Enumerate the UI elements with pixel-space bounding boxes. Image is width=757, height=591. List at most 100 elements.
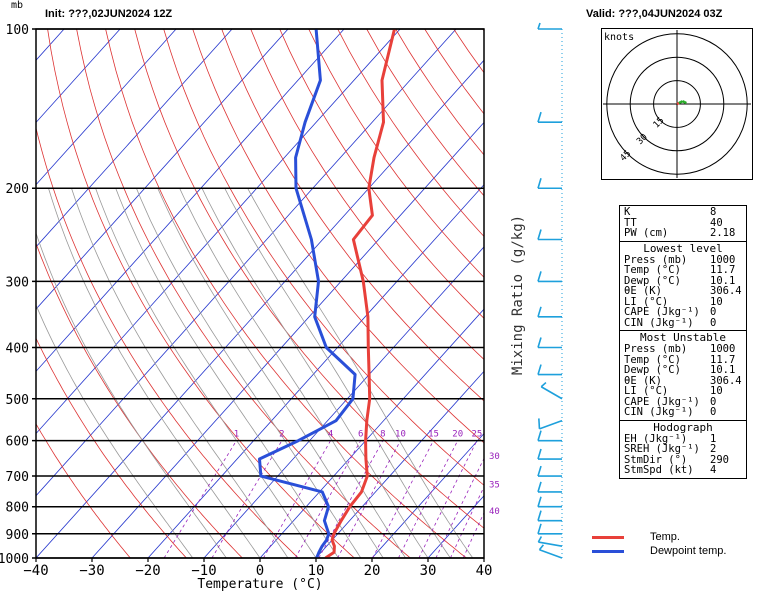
stat-key: LI (°C) <box>624 385 669 397</box>
stat-row: StmSpd (kt) 4 <box>620 465 746 476</box>
moist-adiabat-line <box>179 188 406 558</box>
y-tick-label: 1000 <box>0 552 29 567</box>
stat-key: SREH (Jkg⁻¹) <box>624 443 700 455</box>
stat-key: CIN (Jkg⁻¹) <box>624 316 694 329</box>
mixing-ratio-label: 6 <box>358 430 363 440</box>
dry-adiabat-line <box>134 29 484 529</box>
mixing-ratio-label: 15 <box>428 430 439 440</box>
hodograph-ring <box>606 33 748 175</box>
moist-adiabat-line <box>48 188 261 558</box>
x-tick-label: −20 <box>135 563 160 579</box>
stat-row: Dewp (°C) 10.1 <box>620 274 746 287</box>
moist-adiabat-line <box>36 232 227 558</box>
isotherm-line <box>371 432 484 558</box>
hodograph-segment <box>682 100 686 104</box>
stat-row: CAPE (Jkg⁻¹) 0 <box>620 307 746 318</box>
wind-barb <box>537 178 562 190</box>
legend-swatch-temp <box>592 535 624 539</box>
isotherm-line <box>36 29 289 310</box>
stat-key: Temp (°C) <box>624 264 681 276</box>
stat-value: 1000 <box>710 253 736 266</box>
stat-row: Dewp (°C) 10.1 <box>620 365 746 376</box>
stat-value: 40 <box>710 216 723 229</box>
wind-barb <box>538 418 563 430</box>
stat-row: LI (°C) 10 <box>620 295 746 308</box>
wind-barb <box>537 229 562 241</box>
stat-key: EH (Jkg⁻¹) <box>624 432 688 445</box>
dry-adiabat-line <box>308 29 484 278</box>
isotherm-line <box>36 29 121 124</box>
stat-row: Press (mb) 1000 <box>620 253 746 266</box>
moist-adiabat-line <box>115 188 339 558</box>
sounding-indices-panel: K 8 TT 40 PW (cm) 2.18 Lowest level Press (mb… <box>619 205 747 479</box>
stat-row: PW (cm) 2.18 <box>620 228 746 239</box>
wind-barb <box>537 306 562 318</box>
hodograph-segment <box>676 101 680 106</box>
stat-value: 0 <box>710 406 717 418</box>
moist-adiabat-line <box>247 188 474 558</box>
stat-key: θE (K) <box>624 374 662 387</box>
stat-value: 290 <box>710 453 729 466</box>
dry-adiabat-line <box>279 29 484 319</box>
stat-row: Temp (°C) 11.7 <box>620 265 746 276</box>
stat-value: 306.4 <box>710 374 742 387</box>
hodograph-unit-label: knots <box>604 32 634 43</box>
stat-value: 10 <box>710 295 723 308</box>
y-tick-label: 900 <box>6 528 29 543</box>
legend-item-dewpoint: Dewpoint temp. <box>592 544 726 558</box>
stat-value: 4 <box>710 464 717 476</box>
y-tick-label: 200 <box>6 182 29 197</box>
wind-barb <box>537 523 562 535</box>
stat-row: CIN (Jkg⁻¹) 0 <box>620 316 746 329</box>
indices-box: K 8 TT 40 PW (cm) 2.18 <box>619 205 747 242</box>
dry-adiabat-line <box>76 29 411 558</box>
stat-key: StmSpd (kt) <box>624 464 694 476</box>
isotherm-line <box>36 29 177 186</box>
y-tick-label: 700 <box>6 470 29 485</box>
wind-barb <box>538 544 563 559</box>
legend-label-temp: Temp. <box>650 531 680 543</box>
stat-key: θE (K) <box>624 285 662 297</box>
stat-key: Dewp (°C) <box>624 364 681 376</box>
stat-key: LI (°C) <box>624 295 669 308</box>
stat-key: CAPE (Jkg⁻¹) <box>624 306 700 318</box>
hodograph-segment <box>678 101 682 105</box>
stat-value: 0 <box>710 316 717 329</box>
stat-row: θE (K) 306.4 <box>620 374 746 387</box>
wind-barb <box>537 430 562 442</box>
most-unstable-box: Most Unstable Press (mb) 1000 Temp (°C) 11.… <box>619 330 747 421</box>
mixing-ratio-label: 35 <box>489 480 500 490</box>
wind-barb <box>537 536 563 548</box>
mixing-ratio-line <box>372 440 434 558</box>
dry-adiabat-line <box>36 337 187 558</box>
stat-key: Press (mb) <box>624 343 688 355</box>
mixing-ratio-axis-label: Mixing Ratio (g/kg) <box>510 215 526 375</box>
stat-value: 0 <box>710 395 717 408</box>
isotherm-line <box>36 59 484 558</box>
isotherm-line <box>147 184 484 558</box>
isotherm-line <box>36 29 401 435</box>
x-tick-label: 40 <box>476 563 493 579</box>
hodograph-segment <box>680 100 684 104</box>
dry-adiabat-line <box>36 423 131 558</box>
stat-key: TT <box>624 216 637 229</box>
moist-adiabat-line <box>201 188 429 558</box>
wind-barb <box>537 465 562 477</box>
stat-value: 1000 <box>710 343 736 355</box>
stat-key: Dewp (°C) <box>624 274 681 287</box>
isotherm-line <box>36 29 345 372</box>
y-tick-label: 800 <box>6 501 29 516</box>
x-tick-label: 30 <box>420 563 437 579</box>
dry-adiabat-line <box>163 29 484 486</box>
isotherm-line <box>203 246 484 558</box>
stat-value: 8 <box>710 206 717 218</box>
wind-barb <box>540 381 563 400</box>
dry-adiabat-line <box>192 29 484 444</box>
mixing-ratio-label: 25 <box>471 430 482 440</box>
mixing-ratio-label: 2 <box>279 430 284 440</box>
stat-value: 10.1 <box>710 364 736 376</box>
stat-row: LI (°C) 10 <box>620 386 746 397</box>
stat-key: PW (cm) <box>624 227 669 239</box>
isotherm-line <box>315 370 484 558</box>
